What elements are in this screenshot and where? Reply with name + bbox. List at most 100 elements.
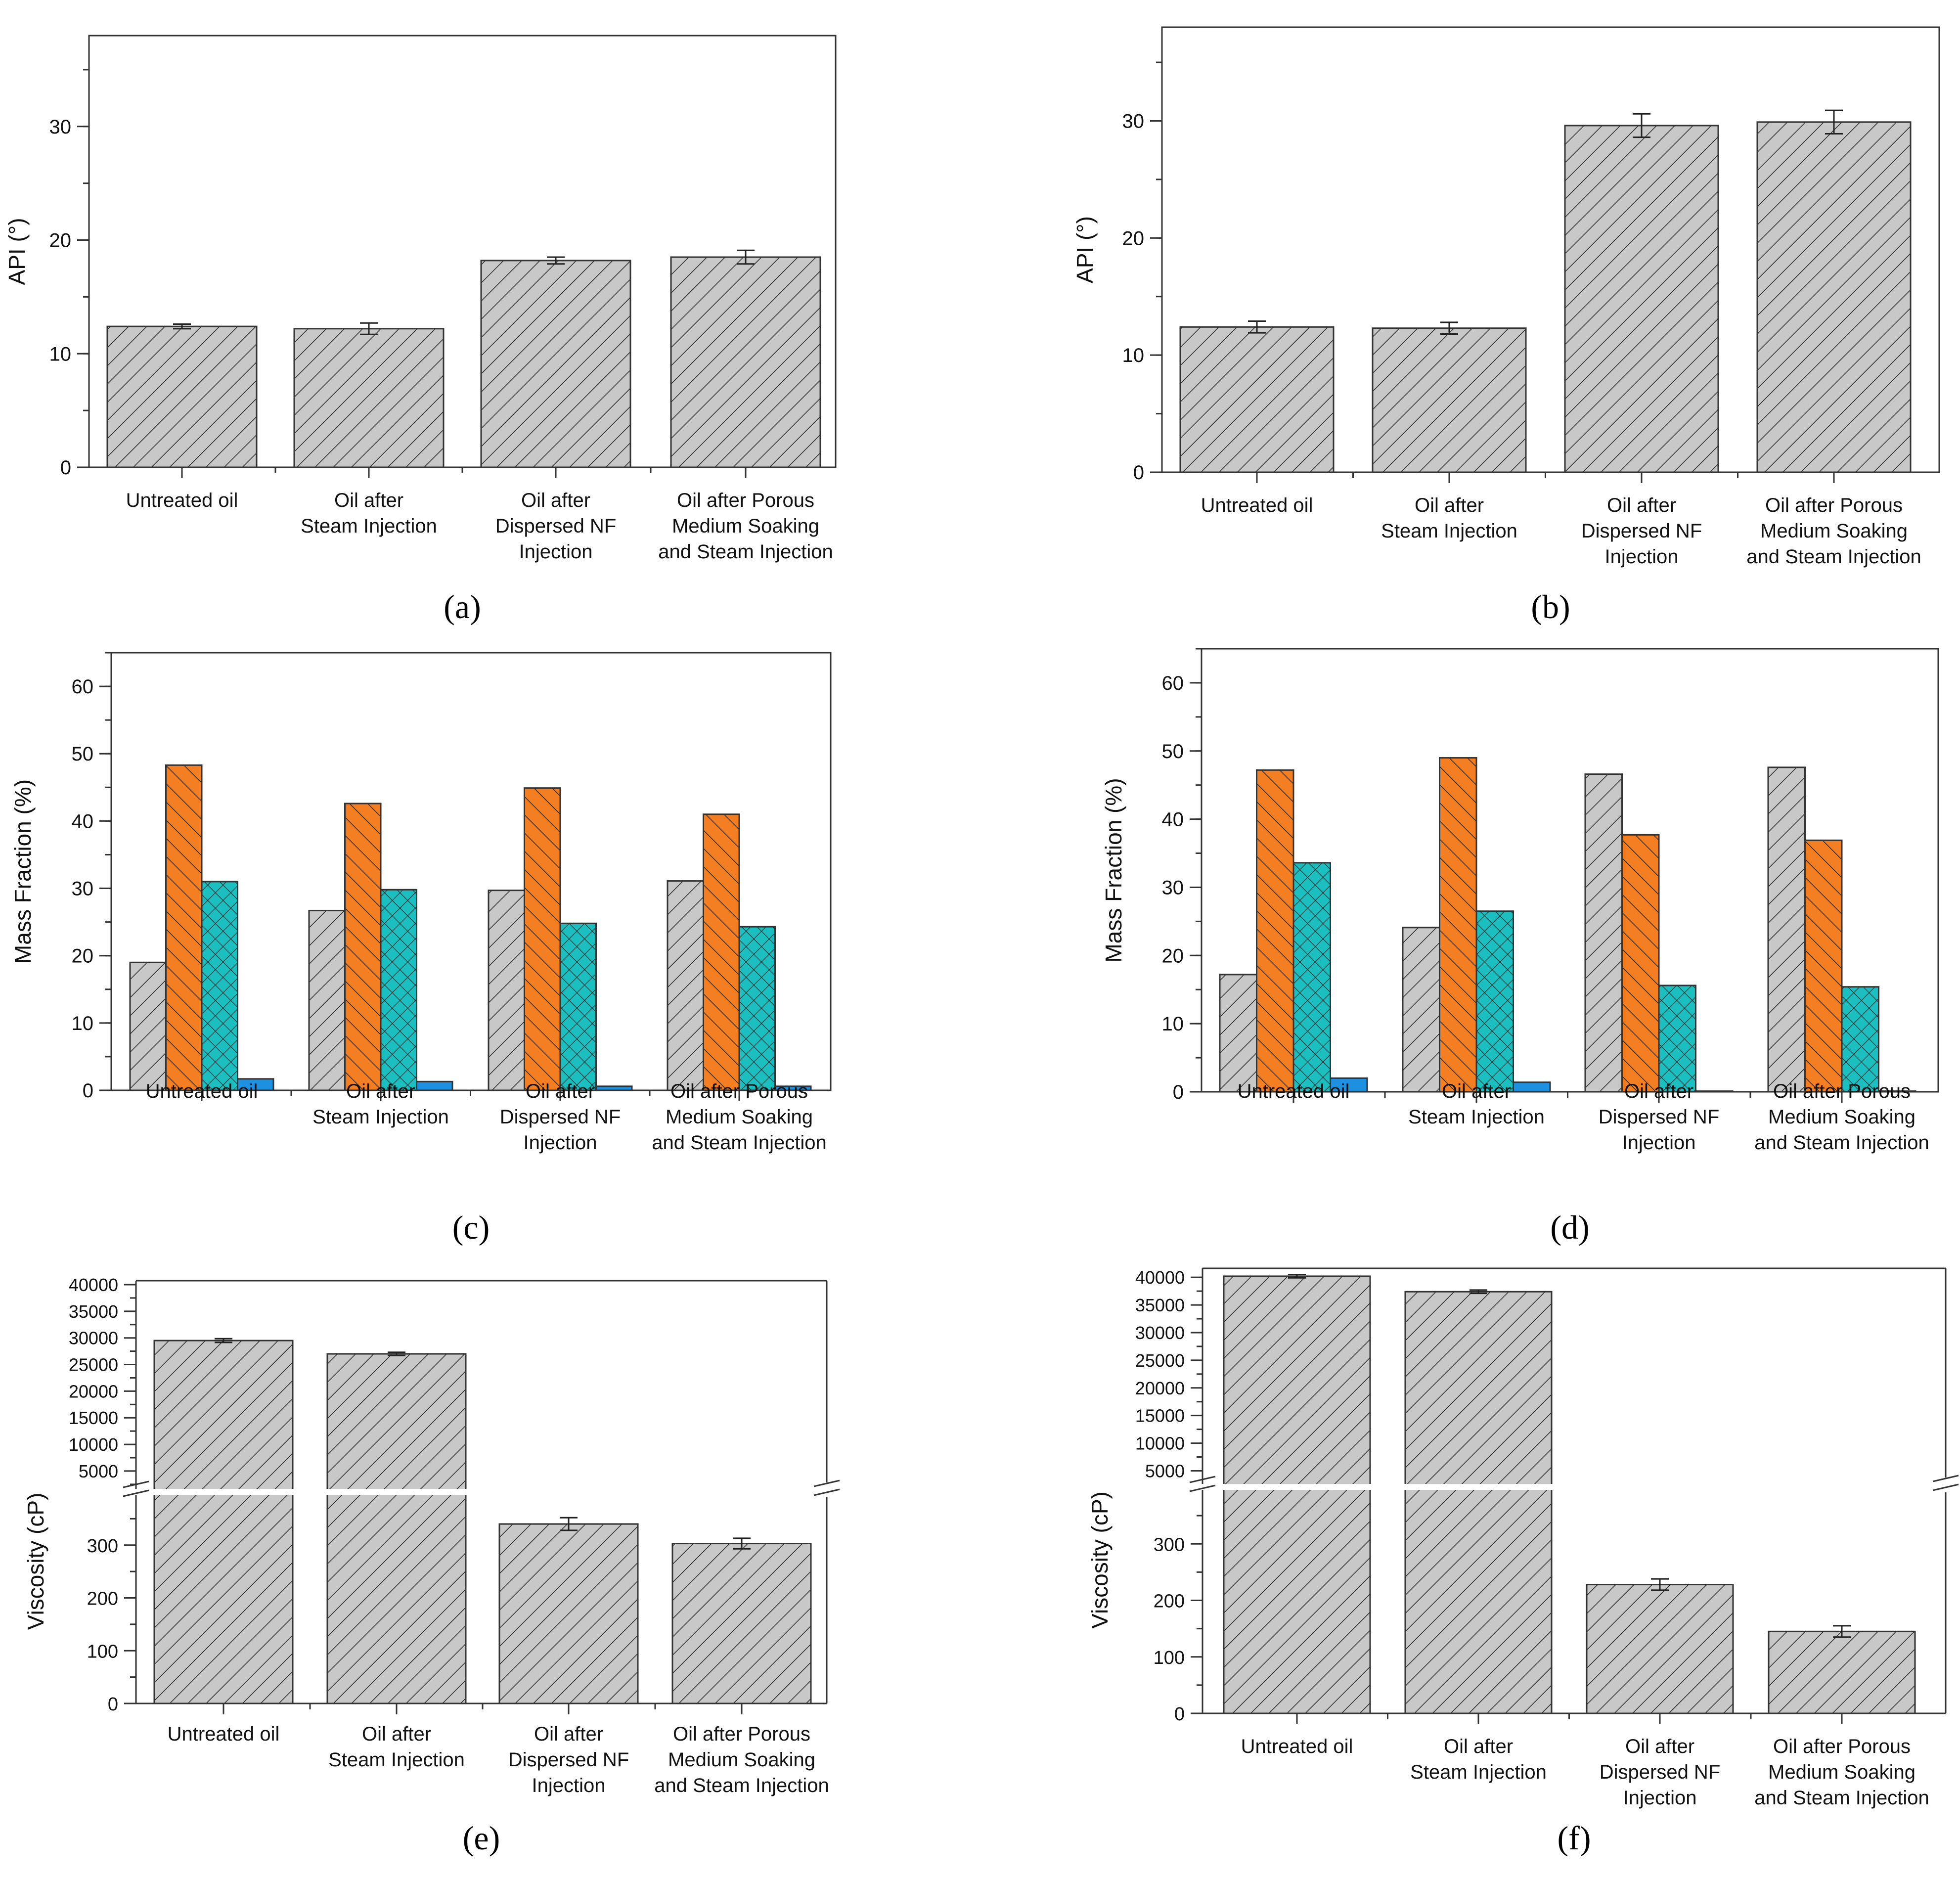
bar [1564,125,1719,473]
bar [380,889,417,1091]
bar [106,325,258,468]
axis-break-gap [121,1489,842,1495]
bar [1695,1090,1734,1093]
y-tick-label: 25000 [69,1355,118,1375]
bar [326,1353,467,1704]
category-label: Steam Injection [328,1749,465,1771]
chart-panel-d: 0 10 20 30 40 50 60 Untreated oil Oil after Steam… [1101,648,1939,1246]
category-label: Medium Soaking [1760,520,1908,542]
category-label: Medium Soaking [666,1106,813,1128]
bar [703,813,740,1091]
category-label: Steam Injection [301,515,437,537]
y-tick-label: 20 [72,945,94,967]
category-label: Untreated oil [1238,1080,1350,1102]
bar [595,1085,633,1091]
y-tick-label: 40 [1162,809,1184,831]
bar [1179,326,1335,473]
bar [165,764,203,1091]
y-tick-label: 20 [1162,945,1184,967]
category-label: Dispersed NF [500,1106,621,1128]
category-label: and Steam Injection [652,1132,827,1154]
bar [1584,773,1623,1093]
y-tick-label: 10 [72,1013,94,1034]
y-tick-label: 10 [1162,1013,1184,1035]
category-label: Oil after [346,1080,415,1102]
plot-frame [1161,26,1940,473]
category-label: Untreated oil [1241,1736,1353,1757]
bar [1841,986,1879,1093]
bar [1756,121,1912,473]
category-label: Oil after [526,1080,595,1102]
category-label: Medium Soaking [672,515,819,537]
category-label: Medium Soaking [1768,1106,1915,1128]
category-label: and Steam Injection [1754,1132,1929,1154]
category-label: Injection [524,1132,597,1154]
category-label: Medium Soaking [1768,1761,1915,1783]
bar [671,1543,812,1704]
category-label: Oil after [1415,494,1484,516]
bar [1439,757,1477,1093]
bar [1256,769,1294,1093]
bar [201,881,238,1091]
axis-break-mark [123,1489,149,1497]
y-tick-label: 10 [1122,345,1145,366]
category-label: Injection [1605,546,1679,568]
y-tick-label: 30000 [69,1328,118,1348]
category-label: Oil after Porous [1773,1080,1911,1102]
category-label: Oil after [1444,1736,1513,1757]
chart-panel-f: 0 100 200 300 5000 10000 15000 20000 25000 30000 3… [1087,1267,1960,1857]
category-label: Dispersed NF [1599,1106,1720,1128]
axis-break-mark [813,1479,840,1487]
axis-break-mark [1932,1483,1959,1491]
panel-label: (e) [463,1819,500,1857]
bar [1586,1584,1734,1714]
bar [1402,927,1440,1093]
bar [1330,1077,1368,1093]
bar [1768,1630,1916,1714]
y-tick-label: 35000 [1135,1295,1185,1315]
y-axis-title: Mass Fraction (%) [1101,778,1126,962]
category-label: Oil after Porous [673,1723,810,1745]
axis-break-gap [1188,1484,1960,1490]
y-tick-label: 15000 [1135,1406,1185,1426]
category-label: Oil after Porous [677,490,814,511]
axis-break-mark [1189,1476,1216,1483]
y-tick-label: 20000 [1135,1378,1185,1398]
y-tick-label: 30 [1162,877,1184,898]
y-axis-title: Viscosity (cP) [1087,1491,1113,1629]
category-label: Dispersed NF [1600,1761,1721,1783]
bar [1404,1291,1553,1714]
axis-break-mark [1932,1475,1959,1482]
category-label: and Steam Injection [658,541,833,563]
y-tick-label: 60 [1162,672,1184,694]
bar [153,1340,294,1704]
category-label: Injection [1622,1132,1696,1154]
category-label: Medium Soaking [668,1749,815,1771]
category-label: Dispersed NF [508,1749,629,1771]
category-label: Untreated oil [126,490,238,511]
category-label: Oil after [1624,1080,1693,1102]
y-axis-title: API (°) [4,218,30,285]
chart-panel-e: 0 100 200 300 5000 10000 15000 20000 25000 30000 3… [23,1275,842,1857]
panel-label: (a) [444,588,481,626]
category-label: Oil after [1607,494,1676,516]
category-label: Oil after [1442,1080,1511,1102]
y-tick-label: 30 [1122,110,1145,132]
y-tick-label: 40000 [1135,1267,1185,1288]
bar [344,803,382,1091]
y-tick-label: 40000 [69,1275,118,1295]
category-label: Oil after [1625,1736,1694,1757]
chart-panel-a: 0 10 20 30 Untreated oil Oil after Steam Injec… [4,35,837,626]
y-tick-label: 5000 [1145,1461,1185,1481]
axis-break-mark [813,1488,840,1496]
bar [524,787,561,1091]
category-label: Oil after [362,1723,431,1745]
category-label: Untreated oil [1201,494,1313,516]
chart-panel-b: 0 10 20 30 Untreated oil Oil after Steam Injec… [1072,26,1940,626]
bar [129,961,167,1091]
category-label: Injection [532,1775,606,1796]
y-tick-label: 10000 [69,1434,118,1455]
bar [237,1078,274,1091]
bar [1219,974,1257,1093]
